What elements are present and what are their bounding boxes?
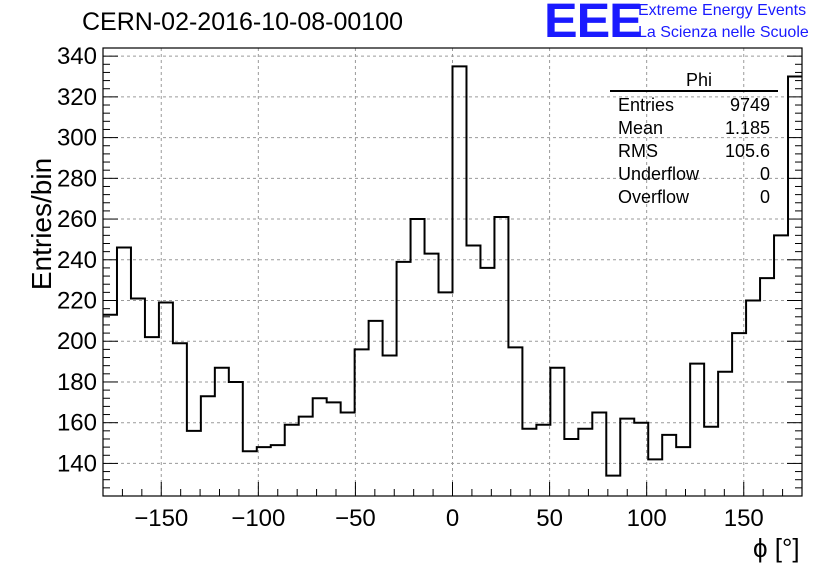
x-tick-label: 50 <box>536 505 563 532</box>
histogram-bin <box>453 66 467 496</box>
stat-label: Entries <box>618 95 675 115</box>
histogram-bin <box>327 402 341 496</box>
logo-tagline-1: Extreme Energy Events <box>638 2 807 19</box>
histogram-bin <box>466 246 480 496</box>
run-title: CERN-02-2016-10-08-00100 <box>82 8 404 36</box>
histogram-bin <box>578 429 592 496</box>
stats-divider <box>610 90 778 92</box>
stats-box: Phi Entries 9749 Mean 1.185 RMS 105.6 Un… <box>610 70 778 209</box>
histogram-bin <box>788 77 802 496</box>
y-tick-label: 260 <box>57 206 97 233</box>
x-tick-label: 100 <box>627 505 667 532</box>
stat-label: RMS <box>618 141 658 161</box>
histogram-bin <box>145 337 159 496</box>
y-tick-label: 160 <box>57 410 97 437</box>
histogram-bin <box>704 427 718 496</box>
histogram-bin <box>550 368 564 496</box>
histogram-bin <box>746 301 760 496</box>
histogram-bin <box>103 315 117 496</box>
x-tick-label: −150 <box>134 505 188 532</box>
histogram-series <box>103 65 802 496</box>
histogram-bin <box>592 413 606 496</box>
histogram-bin <box>131 298 145 496</box>
y-tick-label: 200 <box>57 328 97 355</box>
eee-logo: EEE <box>544 0 643 48</box>
stat-row-overflow: Overflow 0 <box>610 186 778 209</box>
y-tick-label: 320 <box>57 84 97 111</box>
x-axis-label: ϕ [°] <box>753 533 800 563</box>
histogram-bin <box>648 459 662 496</box>
histogram-bin <box>411 219 425 496</box>
histogram-bin <box>718 372 732 496</box>
histogram-bin <box>257 447 271 496</box>
x-tick-label: −50 <box>335 505 376 532</box>
histogram-bin <box>173 343 187 496</box>
stats-title: Phi <box>685 70 712 90</box>
y-axis-label: Entries/bin <box>26 157 57 291</box>
stat-row-mean: Mean 1.185 <box>610 117 778 140</box>
histogram-bin <box>271 445 285 496</box>
histogram-bin <box>299 417 313 496</box>
y-ticks: 140 160 180 200 220 240 260 280 300 320 340 <box>57 43 802 497</box>
histogram-bin <box>313 398 327 496</box>
histogram-bin <box>774 235 788 496</box>
stat-row-rms: RMS 105.6 <box>610 140 778 163</box>
histogram-bin <box>536 425 550 496</box>
histogram-bin <box>522 429 536 496</box>
histogram-bin <box>117 248 131 496</box>
y-tick-label: 180 <box>57 369 97 396</box>
stat-value: 0 <box>759 187 770 207</box>
y-tick-label: 300 <box>57 125 97 152</box>
histogram-bin <box>676 447 690 496</box>
x-tick-label: 0 <box>446 505 459 532</box>
stat-label: Underflow <box>618 164 700 184</box>
histogram-bin <box>494 217 508 496</box>
histogram-bin <box>508 347 522 496</box>
histogram-bin <box>243 451 257 496</box>
histogram-bin <box>606 476 620 496</box>
stat-value: 9749 <box>729 95 770 115</box>
stat-value: 105.6 <box>724 141 770 161</box>
histogram-bin <box>620 419 634 496</box>
histogram-bin <box>369 321 383 496</box>
logo-tagline-2: La Scienza nelle Scuole <box>638 24 809 41</box>
stat-value: 0 <box>759 164 770 184</box>
histogram-bin <box>215 368 229 496</box>
stat-label: Overflow <box>618 187 690 207</box>
y-tick-label: 340 <box>57 43 97 70</box>
histogram-outline <box>103 65 802 477</box>
histogram-bin <box>201 396 215 496</box>
histogram-bin <box>439 292 453 496</box>
stat-row-underflow: Underflow 0 <box>610 163 778 186</box>
histogram-bin <box>564 439 578 496</box>
stat-label: Mean <box>618 118 664 138</box>
x-tick-label: 150 <box>724 505 764 532</box>
histogram-bin <box>341 413 355 496</box>
x-ticks: −150 −100 −50 0 50 100 150 <box>102 482 803 532</box>
stat-row-entries: Entries 9749 <box>610 94 778 117</box>
y-tick-label: 220 <box>57 288 97 315</box>
stat-value: 1.185 <box>724 118 770 138</box>
histogram-bin <box>634 423 648 496</box>
histogram-bin <box>383 355 397 496</box>
histogram-bin <box>397 262 411 496</box>
x-tick-label: −100 <box>231 505 285 532</box>
histogram-bin <box>229 382 243 496</box>
histogram-bin <box>425 254 439 496</box>
histogram-bin <box>662 435 676 496</box>
histogram-bin <box>690 364 704 496</box>
histogram-bin <box>285 425 299 496</box>
y-tick-label: 240 <box>57 247 97 274</box>
y-tick-label: 280 <box>57 165 97 192</box>
y-tick-label: 140 <box>57 450 97 477</box>
